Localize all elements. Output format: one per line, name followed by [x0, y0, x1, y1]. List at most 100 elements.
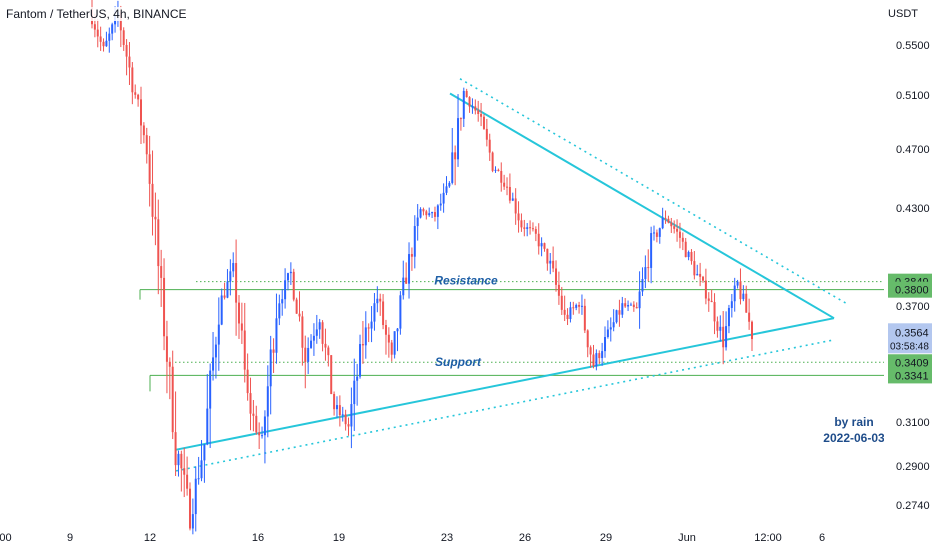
- scale-unit-label: USDT: [888, 8, 918, 20]
- candle-body: [335, 405, 338, 410]
- candle-body: [191, 514, 194, 529]
- candle-body: [284, 280, 287, 300]
- candle-body: [462, 90, 465, 119]
- candle-body: [658, 228, 661, 237]
- candle-body: [356, 376, 359, 381]
- candle-body: [111, 24, 114, 34]
- candle-body: [589, 347, 592, 355]
- candle-body: [497, 169, 500, 172]
- candle-body: [459, 118, 462, 120]
- candle-body: [312, 335, 315, 341]
- candle-body: [549, 260, 552, 264]
- candle-body: [422, 209, 425, 212]
- price-tick-label: 0.2740: [896, 500, 930, 512]
- candle-body: [226, 281, 229, 298]
- candle-body: [627, 305, 630, 307]
- candle-body: [341, 414, 344, 416]
- candle-body: [324, 343, 327, 348]
- candle-body: [315, 329, 318, 336]
- candle-body: [321, 322, 324, 344]
- level-annotation: Resistance: [434, 274, 498, 288]
- candle-body: [707, 298, 710, 301]
- candle-body: [188, 488, 191, 529]
- candle-body: [618, 310, 621, 315]
- candle-body: [344, 414, 347, 425]
- candle-body: [266, 386, 269, 417]
- candle-body: [684, 241, 687, 258]
- candle-body: [586, 330, 589, 348]
- candle-body: [433, 212, 436, 217]
- price-tick-label: 0.4700: [896, 144, 930, 156]
- candle-body: [514, 198, 517, 214]
- candle-body: [713, 302, 716, 322]
- time-tick-label: :00: [0, 532, 12, 544]
- candle-body: [739, 281, 742, 300]
- candle-body: [252, 413, 255, 416]
- candle-body: [405, 277, 408, 284]
- trendline-dotted: [459, 78, 847, 304]
- candle-body: [624, 303, 627, 307]
- candle-body: [410, 254, 413, 257]
- candle-body: [174, 432, 177, 466]
- candle-body: [384, 325, 387, 335]
- candle-body: [122, 30, 125, 45]
- candle-body: [318, 322, 321, 330]
- candle-body: [448, 182, 451, 187]
- candle-body: [203, 444, 206, 461]
- candle-body: [727, 307, 730, 327]
- candle-body: [557, 284, 560, 296]
- candle-body: [139, 99, 142, 126]
- candle-body: [408, 254, 411, 284]
- time-tick-label: 16: [252, 532, 264, 544]
- candle-body: [468, 97, 471, 107]
- candle-body: [733, 285, 736, 302]
- candle-body: [258, 432, 261, 436]
- candle-body: [736, 281, 739, 286]
- candle-body: [644, 267, 647, 280]
- candle-body: [333, 394, 336, 410]
- candle-body: [327, 347, 330, 356]
- candle-body: [217, 324, 220, 345]
- candle-body: [667, 218, 670, 223]
- candle-body: [491, 152, 494, 171]
- candle-body: [690, 251, 693, 262]
- candle-body: [601, 351, 604, 359]
- candle-body: [186, 474, 189, 489]
- candle-body: [119, 12, 122, 31]
- candle-body: [278, 303, 281, 319]
- time-tick-label: 6: [819, 532, 825, 544]
- candle-body: [722, 326, 725, 348]
- time-tick-label: 9: [67, 532, 73, 544]
- candle-body: [506, 186, 509, 188]
- candle-body: [609, 327, 612, 330]
- candle-body: [168, 361, 171, 367]
- candle-body: [382, 301, 385, 326]
- level-price-box: [888, 281, 932, 298]
- candle-body: [670, 222, 673, 227]
- time-tick-label: 19: [333, 532, 345, 544]
- candle-body: [664, 217, 667, 219]
- candle-body: [387, 334, 390, 343]
- candle-body: [560, 295, 563, 310]
- candle-body: [237, 302, 240, 324]
- candle-body: [647, 267, 650, 269]
- candle-body: [137, 94, 140, 100]
- candle-body: [471, 106, 474, 108]
- candle-body: [310, 340, 313, 348]
- candle-body: [569, 307, 572, 320]
- candle-body: [431, 212, 434, 214]
- candle-body: [229, 271, 232, 282]
- price-tick-label: 0.5500: [896, 40, 930, 52]
- candle-body: [286, 273, 289, 281]
- candle-body: [292, 271, 295, 300]
- candle-body: [748, 312, 751, 322]
- candle-body: [517, 213, 520, 221]
- candle-body: [142, 125, 145, 136]
- price-tick-label: 0.3100: [896, 417, 930, 429]
- candle-body: [206, 408, 209, 445]
- candle-body: [307, 347, 310, 362]
- trendlines: [174, 78, 847, 472]
- candle-body: [442, 192, 445, 204]
